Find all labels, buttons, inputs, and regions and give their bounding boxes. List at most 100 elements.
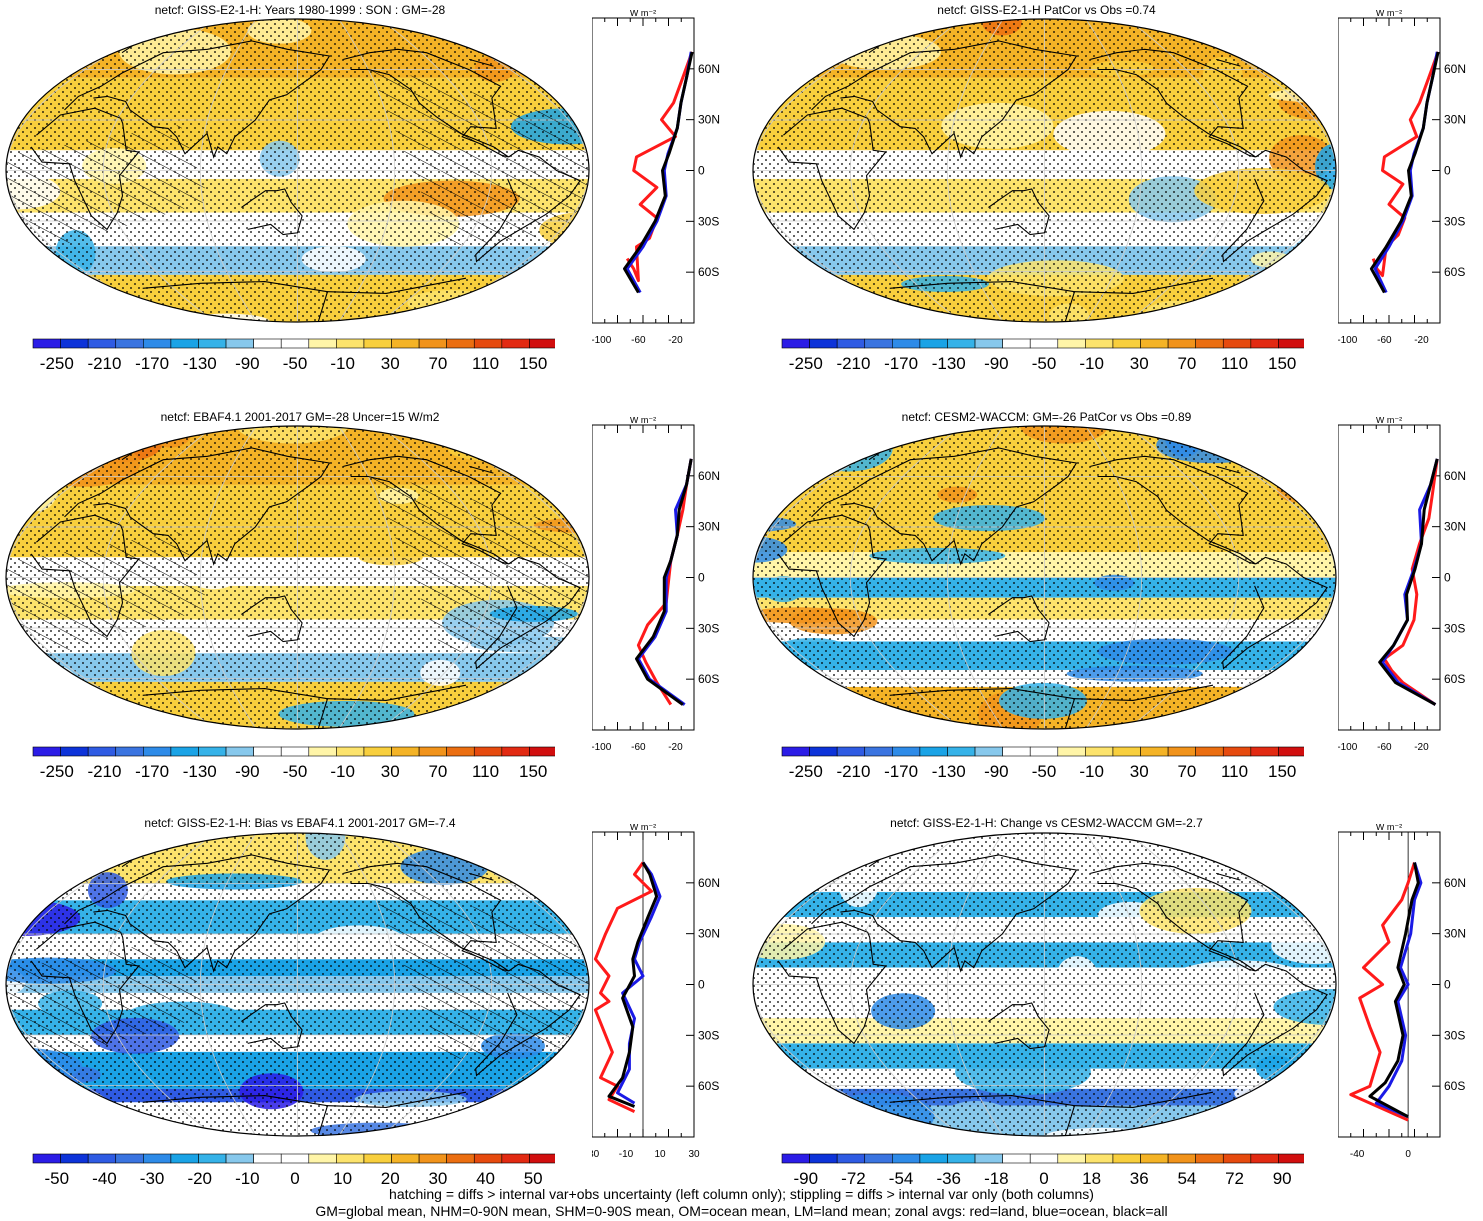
coastline-antarctica (327, 1091, 467, 1108)
profile-x-label: -60 (631, 335, 646, 346)
coastline-antarctica (889, 281, 1076, 322)
profile-unit: W m⁻² (630, 10, 656, 18)
profile-x-label: -10 (619, 1149, 634, 1160)
colorbar-box (809, 746, 838, 757)
profile-lat-label: 30S (1444, 1028, 1465, 1042)
colorbar-box (1195, 338, 1224, 349)
profile-lat-label: 30S (698, 1028, 719, 1042)
colorbar-box (473, 746, 503, 757)
coastline-australia (988, 188, 1050, 236)
profile-lat-label: 60S (1444, 1079, 1465, 1093)
colorbar-box (1167, 338, 1196, 349)
colorbar-box (143, 746, 172, 757)
colorbar-box (418, 746, 447, 757)
colorbar-label: -50 (283, 354, 308, 373)
coastline-eurasia (811, 40, 1078, 159)
colorbar-box (947, 1153, 976, 1164)
profile-lat-label: 60N (698, 469, 720, 483)
colorbar-box (280, 1153, 310, 1164)
colorbar-label: -250 (40, 762, 74, 781)
zonal-profile: W m⁻² 60N 30N 0 30S 60S -100 -60 -20 (592, 417, 720, 753)
colorbar-box (225, 746, 254, 757)
colorbar-box (1029, 1153, 1059, 1164)
coastline-south-america (1222, 963, 1328, 1077)
profile-lat-label: 0 (1444, 571, 1451, 585)
colorbar-label: -90 (984, 762, 1009, 781)
colorbar-label: 90 (1273, 1169, 1292, 1188)
colorbar: -250 -210 -170 -130 -90 -50 -10 30 70 110 150 (32, 338, 555, 373)
map (5, 425, 590, 730)
coastline-greenland (469, 872, 494, 881)
colorbar-label: -50 (1032, 354, 1057, 373)
coastline-eurasia (64, 447, 331, 566)
colorbar-box (280, 338, 310, 349)
colorbar-box (446, 1153, 475, 1164)
colorbar-box (1002, 746, 1031, 757)
colorbar-box (1002, 1153, 1031, 1164)
colorbar-box (529, 746, 555, 757)
colorbar-box (32, 746, 61, 757)
map (752, 425, 1337, 730)
colorbar-box (1167, 746, 1196, 757)
profile-lat-label: 30N (698, 113, 720, 127)
colorbar-box (836, 746, 866, 757)
colorbar-box (501, 338, 530, 349)
profile-x-label: -100 (592, 742, 612, 753)
colorbar-label: -10 (330, 762, 355, 781)
colorbar-label: -130 (183, 354, 217, 373)
colorbar-box (170, 1153, 199, 1164)
coastline-south-america (1222, 556, 1328, 670)
colorbar-box (892, 746, 921, 757)
zonal-profile: W m⁻² 60N 30N 0 30S 60S -100 -60 -20 (1338, 417, 1466, 753)
colorbar-box (974, 1153, 1003, 1164)
colorbar-label: 150 (519, 354, 547, 373)
profile-line-all (1369, 51, 1440, 294)
colorbar: -250 -210 -170 -130 -90 -50 -10 30 70 110 150 (781, 746, 1304, 781)
coastline-eurasia (811, 447, 1078, 566)
colorbar-box (1222, 338, 1252, 349)
colorbar-box (1057, 338, 1086, 349)
coastline-australia (241, 1002, 303, 1050)
profile-lat-label: 60S (698, 265, 719, 279)
colorbar-box (864, 746, 893, 757)
colorbar-label: -210 (836, 354, 870, 373)
colorbar-box (308, 1153, 337, 1164)
colorbar-box (1278, 1153, 1304, 1164)
colorbar-label: -40 (92, 1169, 117, 1188)
profile-line-all (623, 51, 694, 294)
coastline-eurasia (811, 854, 1078, 973)
hatching (6, 877, 589, 1076)
colorbar-box (198, 338, 227, 349)
colorbar-box (253, 746, 282, 757)
colorbar-box (1112, 338, 1141, 349)
colorbar-label: -10 (330, 354, 355, 373)
coastline-africa (30, 921, 140, 1045)
colorbar-label: -210 (87, 762, 121, 781)
colorbar-box (529, 338, 555, 349)
colorbar-box (32, 338, 61, 349)
colorbar-label: -18 (984, 1169, 1009, 1188)
profile-line-all (635, 458, 693, 706)
colorbar-label: -50 (45, 1169, 70, 1188)
colorbar-box (1029, 746, 1059, 757)
profile-line-ocean (636, 458, 693, 706)
colorbar-label: -250 (789, 354, 823, 373)
colorbar-box (947, 746, 976, 757)
colorbar-label: -250 (40, 354, 74, 373)
colorbar-box (60, 1153, 89, 1164)
colorbar-box (1278, 338, 1304, 349)
profile-line-land (1371, 51, 1440, 278)
colorbar-box (919, 1153, 948, 1164)
colorbar-box (336, 338, 365, 349)
colorbar-label: 30 (381, 354, 400, 373)
colorbar-box (781, 1153, 810, 1164)
colorbar-box (87, 1153, 117, 1164)
colorbar-box (1222, 1153, 1252, 1164)
profile-line-all (1378, 458, 1439, 706)
colorbar-label: -130 (932, 762, 966, 781)
colorbar-box (1002, 338, 1031, 349)
coastline-south-america (475, 963, 581, 1077)
profile-lat-label: 60N (1444, 876, 1466, 890)
colorbar-box (225, 338, 254, 349)
profile-lat-label: 60N (698, 62, 720, 76)
